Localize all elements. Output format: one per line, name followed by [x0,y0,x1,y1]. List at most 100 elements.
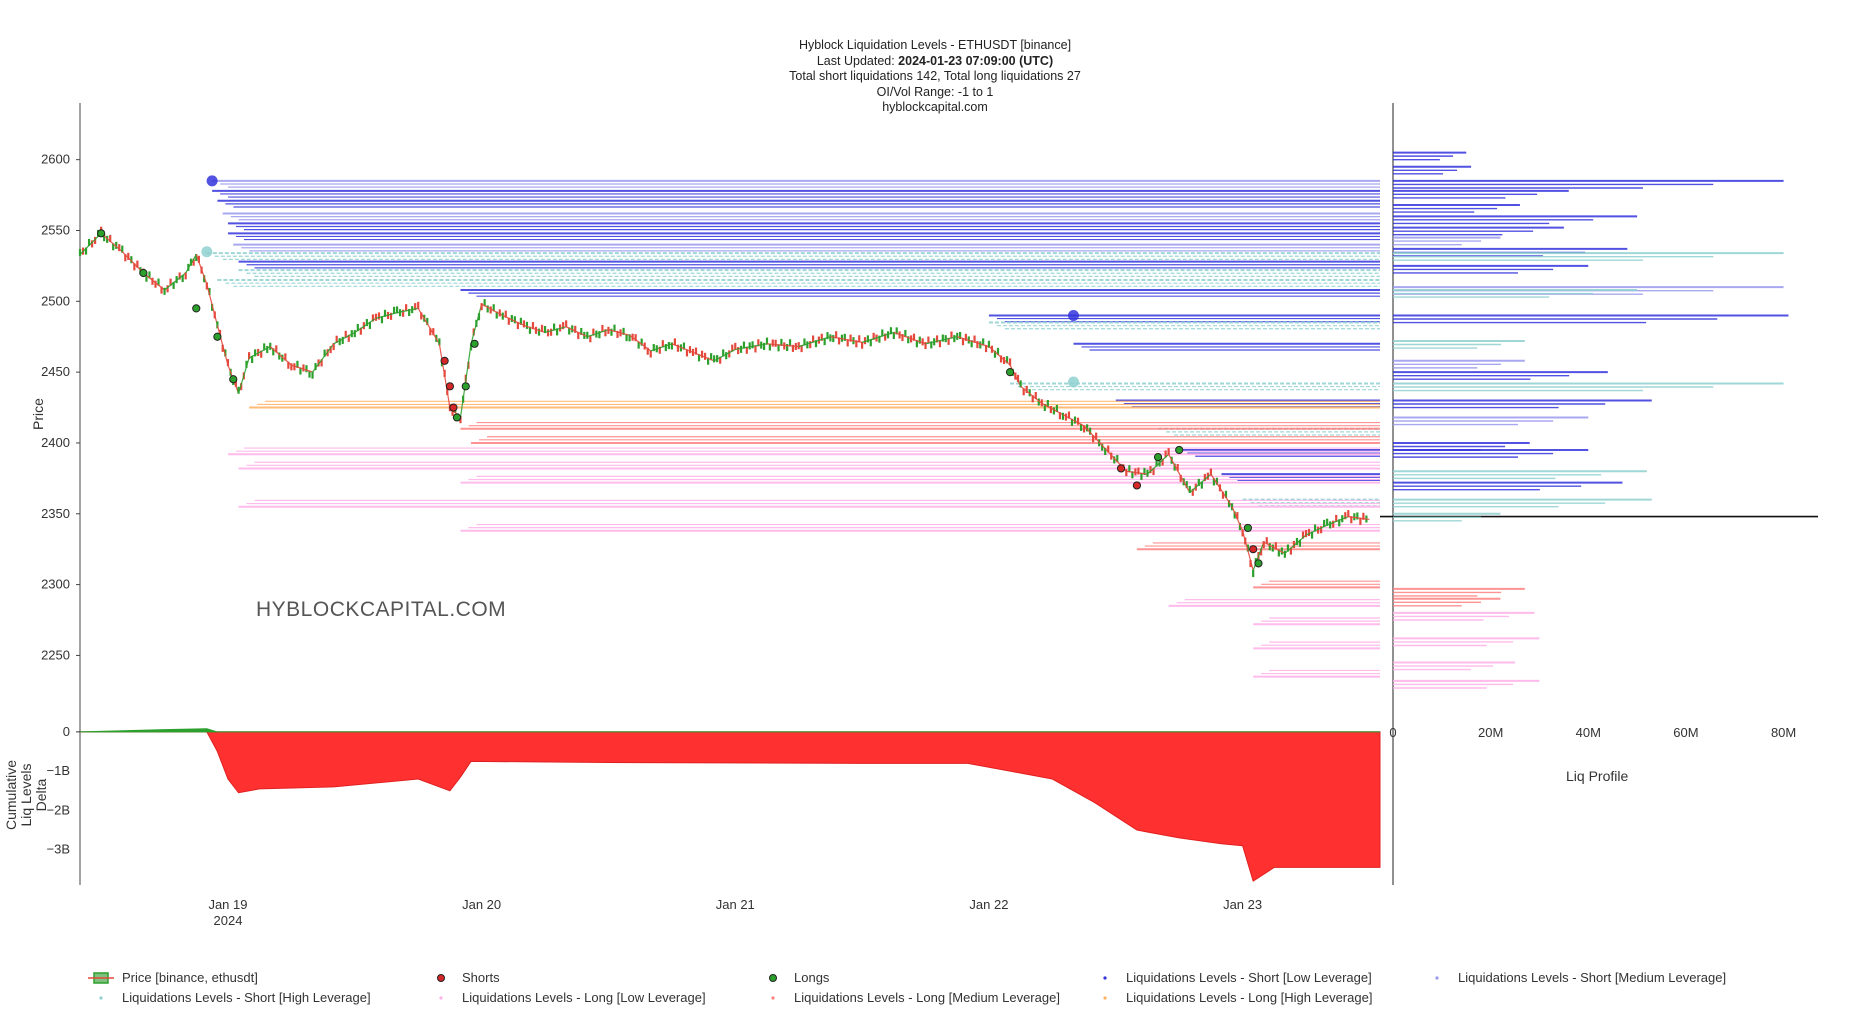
x-tick-label: Jan 19 [208,897,247,912]
price-segment [1263,541,1286,554]
price-segment [1210,473,1233,508]
price-tick-label: 2600 [41,152,70,167]
liq-cluster-marker [201,246,213,258]
price-segment [957,336,990,348]
price-segment [1231,506,1244,532]
liquidation-levels [206,179,1380,678]
price-segment [79,232,102,255]
price-segment [143,272,165,291]
price-segment [291,364,313,373]
legend-label: Liquidations Levels - Long [High Leverag… [1126,990,1373,1005]
price-segment [312,343,335,373]
price-segment [185,254,197,274]
short-marker [1249,545,1258,554]
legend-dot [99,996,103,1000]
dot-icon [1103,996,1107,1000]
dot-icon [439,996,443,1000]
x-tick-sublabel: 2024 [214,913,243,928]
long-marker [1175,445,1184,455]
legend-dot [439,996,443,1000]
title-line-2: Last Updated: 2024-01-23 07:09:00 (UTC) [816,53,1054,68]
long-marker [461,382,470,391]
profile-tick-label: 40M [1576,725,1601,740]
price-tick-label: 2250 [41,647,70,662]
price-segment [1252,541,1265,571]
x-tick-label: Jan 23 [1223,897,1262,912]
dot-icon [437,974,445,982]
legend-label: Liquidations Levels - Short [Low Leverag… [1126,970,1372,985]
profile-tick-label: 60M [1673,725,1698,740]
price-segment [565,326,588,338]
price-segment [766,343,799,348]
x-tick-label: Jan 20 [462,897,501,912]
legend-label: Liquidations Levels - Short [Medium Leve… [1458,970,1727,985]
price-segment [481,303,504,316]
price-segment [100,232,123,253]
profile-tick-label: 0 [1389,725,1396,740]
price-segment [1126,470,1148,475]
price-tick-label: 2500 [41,293,70,308]
price-segment [459,343,472,418]
delta-tick-label: −2B [47,802,71,817]
title-line-1: Hyblock Liquidation Levels - ETHUSDT [bi… [798,38,1072,52]
long-marker [1005,368,1015,377]
liq-cluster-marker [206,175,218,187]
long-marker [213,332,222,341]
profile-tick-label: 20M [1478,725,1503,740]
short-marker [449,403,458,412]
price-segment [1348,516,1370,521]
legend-label: Shorts [462,970,500,985]
price-segment [544,326,567,334]
price-tick-label: 2450 [41,364,70,379]
price-segment [713,348,736,362]
price-segment [1326,516,1349,526]
short-marker [1116,464,1126,473]
long-marker [139,268,148,278]
delta-axis-title: Cumulative Liq Levels Delta [3,759,49,831]
watermark: HYBLOCKCAPITAL.COM [256,598,507,621]
price-segment [216,325,229,366]
price-segment [1083,425,1106,450]
price-segment [333,331,356,345]
delta-positive-area [79,728,1380,733]
last-updated-value: 2024-01-23 07:09:00 (UTC) [898,53,1054,68]
price-segment [237,357,250,394]
dot-icon [1435,976,1439,980]
title-line-5: hyblockcapital.com [882,100,988,115]
legend-label: Longs [794,970,830,985]
price-segment [354,317,377,333]
price-segment [893,331,926,345]
dot-icon [1103,976,1107,980]
price-segment [470,303,483,344]
legend-label: Liquidations Levels - Short [High Levera… [122,990,371,1005]
long-marker [229,375,238,384]
dot-icon [99,996,103,1000]
price-segment [735,343,768,351]
price-segment [798,336,831,348]
profile-axis-title: Liq Profile [1566,768,1629,784]
price-segment [861,331,895,343]
long-marker [452,413,462,422]
price-segment [121,251,144,274]
liq-cluster-marker [1067,376,1079,388]
price-tick-label: 2400 [41,435,70,450]
legend-dot [769,974,777,982]
legend-label: Price [binance, ethusdt] [122,970,258,985]
price-segment [1147,453,1170,475]
short-marker [1132,481,1142,490]
x-tick-label: Jan 22 [969,897,1008,912]
price-tick-label: 2350 [41,506,70,521]
liq-cluster-marker [1067,309,1079,321]
profile-tick-label: 80M [1771,725,1796,740]
short-marker [440,356,449,365]
legend-label: Liquidations Levels - Long [Medium Lever… [794,990,1060,1005]
price-segment [1020,385,1043,404]
price-segment [417,308,440,345]
price-segment [608,329,630,336]
long-marker [1153,453,1163,462]
title-line-4: OI/Vol Range: -1 to 1 [876,84,994,99]
price-segment [650,343,673,352]
price-tick-label: 2300 [41,577,70,592]
price-segment [1041,402,1064,416]
